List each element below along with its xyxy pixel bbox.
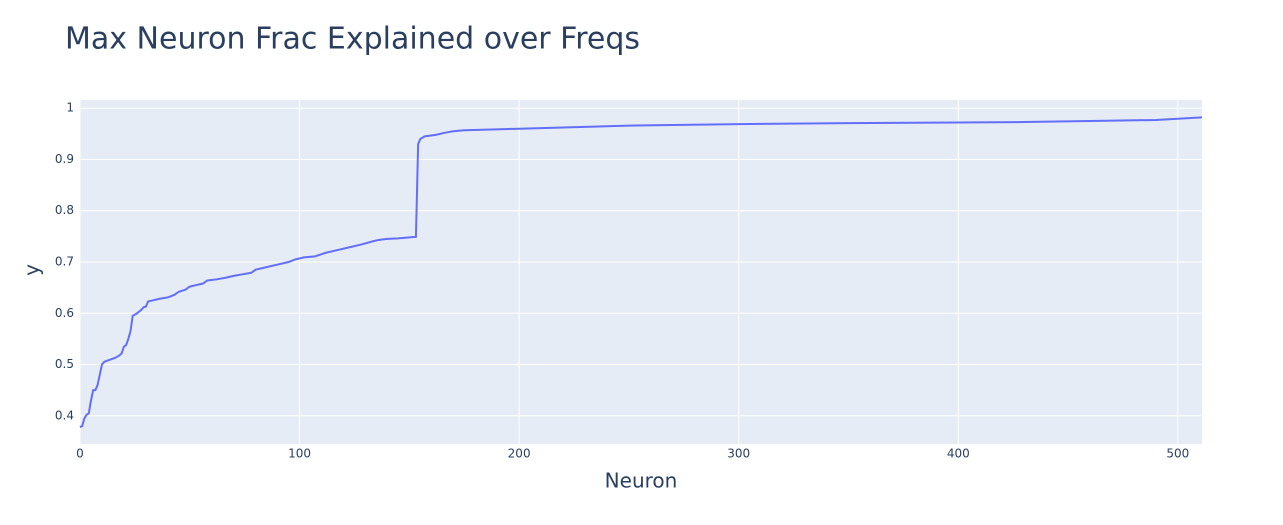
- x-tick-label: 100: [288, 447, 311, 461]
- x-tick-label: 0: [76, 447, 84, 461]
- plot-area: [80, 100, 1202, 444]
- x-tick-label: 200: [508, 447, 531, 461]
- y-axis-title: y: [20, 264, 44, 276]
- y-tick-label: 0.6: [55, 306, 74, 320]
- chart-title: Max Neuron Frac Explained over Freqs: [65, 22, 640, 57]
- y-tick-label: 0.4: [55, 408, 74, 422]
- y-tick-label: 1: [66, 101, 74, 115]
- x-tick-label: 400: [947, 447, 970, 461]
- x-tick-label: 500: [1166, 447, 1189, 461]
- y-tick-label: 0.5: [55, 357, 74, 371]
- line-series: [79, 116, 1203, 428]
- x-tick-label: 300: [727, 447, 750, 461]
- x-axis-title: Neuron: [605, 469, 678, 493]
- y-tick-label: 0.7: [55, 255, 74, 269]
- y-tick-label: 0.8: [55, 203, 74, 217]
- y-tick-label: 0.9: [55, 152, 74, 166]
